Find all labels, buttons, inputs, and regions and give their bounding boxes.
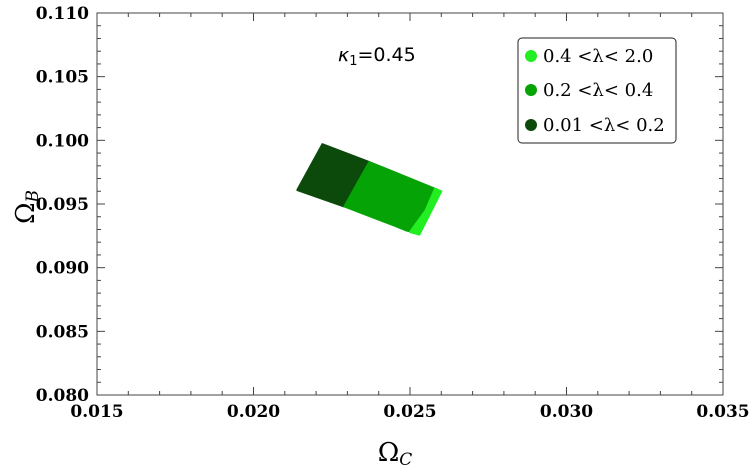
kappa-annotation: κ1=0.45 xyxy=(338,44,416,69)
kappa-subscript: 1 xyxy=(349,54,357,69)
axis-ticks: 0.015 0.020 0.025 0.030 0.035 0.080 0.085 0.090… xyxy=(36,4,750,422)
x-axis-title-main: Ω xyxy=(378,438,400,468)
region-series-3 xyxy=(409,187,443,236)
y-axis-title-sub: B xyxy=(23,190,43,204)
legend-label-1: 0.4 <λ< 2.0 xyxy=(543,46,653,67)
y-tick-label: 0.100 xyxy=(36,131,89,151)
y-axis-title: ΩB xyxy=(11,190,43,224)
y-tick-label: 0.090 xyxy=(36,259,89,279)
y-tick-label: 0.085 xyxy=(36,322,89,342)
x-tick-label: 0.030 xyxy=(540,402,593,422)
x-axis-title: ΩC xyxy=(378,438,413,469)
legend-marker-2 xyxy=(525,84,537,96)
kappa-symbol: κ xyxy=(338,44,350,66)
legend-box xyxy=(517,37,677,144)
y-tick-label: 0.110 xyxy=(36,4,89,24)
data-regions xyxy=(296,143,443,236)
y-axis-title-main: Ω xyxy=(11,202,41,224)
x-axis-title-sub: C xyxy=(399,450,412,469)
legend-label-3: 0.01 <λ< 0.2 xyxy=(543,115,665,136)
y-tick-label: 0.080 xyxy=(36,386,89,406)
x-tick-label: 0.015 xyxy=(70,402,123,422)
x-tick-label: 0.035 xyxy=(696,402,749,422)
x-tick-label: 0.025 xyxy=(383,402,436,422)
legend-label-2: 0.2 <λ< 0.4 xyxy=(543,80,653,101)
legend-marker-3 xyxy=(525,119,537,131)
y-tick-label: 0.105 xyxy=(36,68,89,88)
kappa-value: =0.45 xyxy=(357,44,415,66)
legend: 0.4 <λ< 2.0 0.2 <λ< 0.4 0.01 <λ< 0.2 xyxy=(517,37,677,144)
x-tick-label: 0.020 xyxy=(227,402,280,422)
legend-marker-1 xyxy=(525,50,537,62)
y-tick-label: 0.095 xyxy=(36,195,89,215)
